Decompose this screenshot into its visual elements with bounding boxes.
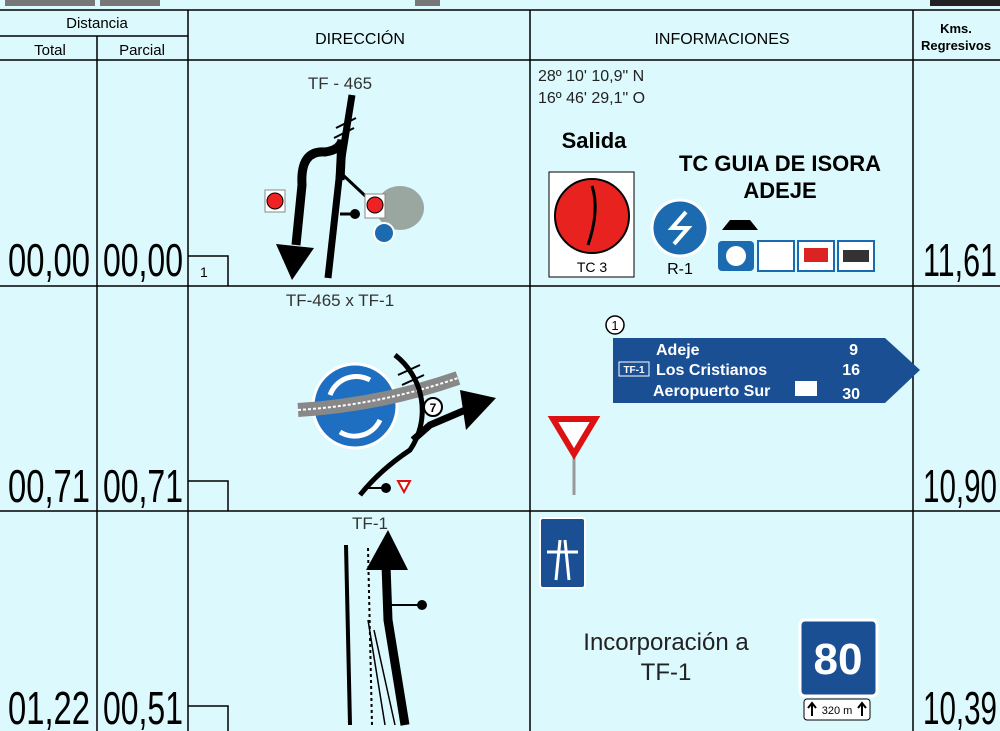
salida: Salida (562, 128, 628, 153)
destination: ADEJE (743, 178, 816, 203)
sign-place: Aeropuerto Sur (653, 383, 770, 400)
speed-value: 80 (814, 635, 863, 684)
road-label: TF-1 (352, 514, 388, 533)
header-kms: Kms. (940, 21, 972, 36)
sign-label: TC 3 (577, 259, 608, 275)
sign-label: R-1 (667, 261, 693, 278)
sign-km: 9 (849, 342, 858, 359)
info-text: TF-1 (641, 659, 692, 686)
r1-icon (667, 210, 693, 246)
kms: 10,90 (923, 460, 997, 512)
header-distancia: Distancia (66, 15, 128, 32)
plate-arrows (807, 701, 867, 716)
header-total: Total (34, 42, 66, 59)
kms: 11,61 (923, 234, 997, 286)
info-text: Incorporación a (583, 629, 749, 656)
feather (586, 185, 597, 246)
kms: 10,39 (923, 682, 997, 731)
marker (605, 315, 625, 335)
service-icons (718, 220, 875, 272)
distance-plate (803, 698, 871, 721)
direction-diagram (264, 94, 424, 280)
marker-number: 1 (611, 318, 618, 333)
header-kms: Regresivos (921, 38, 991, 53)
exit-number: 7 (430, 401, 437, 415)
sign-km: 16 (842, 362, 860, 379)
top-bar (415, 0, 440, 6)
speed-sign (798, 618, 879, 698)
top-bar (5, 0, 95, 6)
road-label: TF - 465 (308, 74, 372, 93)
top-strip (0, 0, 1000, 10)
coordinate: 16º 46' 29,1" O (538, 90, 645, 107)
merge-diagram (344, 530, 427, 726)
destination: TC GUIA DE ISORA (679, 151, 881, 176)
total: 00,71 (8, 460, 90, 512)
tc-sign-icon (554, 178, 630, 254)
parcial: 00,00 (103, 234, 183, 286)
parcial: 00,71 (103, 460, 183, 512)
coordinate: 28º 10' 10,9" N (538, 68, 644, 85)
parcial: 00,51 (103, 682, 183, 731)
airport-icon (795, 381, 817, 396)
roundabout-diagram (297, 353, 496, 497)
sign-km: 30 (842, 386, 860, 403)
direction-sign (613, 338, 920, 403)
road-label: TF-465 x TF-1 (286, 291, 394, 310)
road-badge (618, 361, 650, 377)
motorway-icon (547, 539, 578, 581)
header-informaciones: INFORMACIONES (654, 31, 789, 48)
box-number: 1 (200, 264, 208, 280)
yield-sign (547, 416, 601, 460)
header-parcial: Parcial (119, 42, 165, 59)
top-bar (100, 0, 160, 6)
road-badge-label: TF-1 (623, 365, 645, 376)
total: 00,00 (8, 234, 90, 286)
top-bar (930, 0, 1000, 6)
total: 01,22 (8, 682, 90, 731)
sign-place: Los Cristianos (656, 362, 767, 379)
sign-place: Adeje (656, 342, 700, 359)
distance-label: 320 m (822, 705, 853, 717)
header-direccion: DIRECCIÓN (315, 29, 405, 48)
table-grid (0, 9, 1000, 731)
